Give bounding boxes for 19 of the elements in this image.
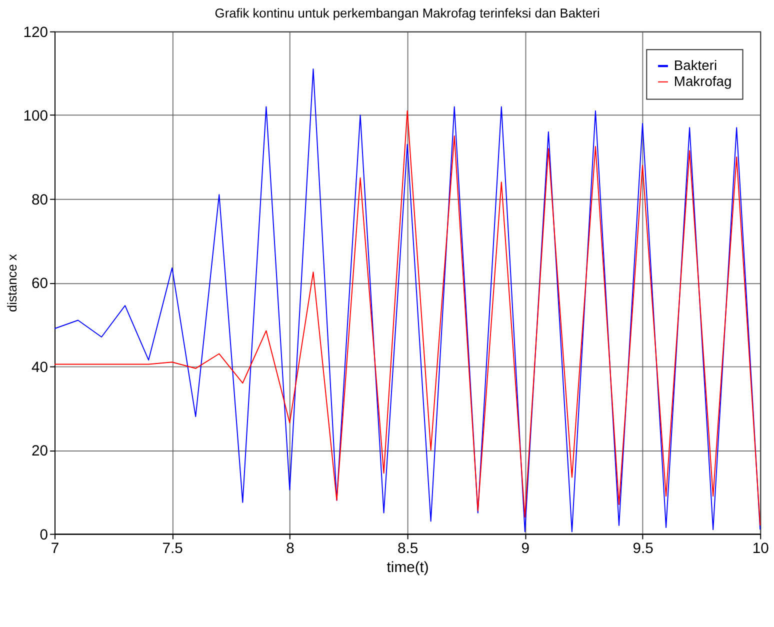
x-tick-label: 8.5 [397, 541, 418, 558]
y-tick-label: 120 [23, 24, 48, 41]
chart-title: Grafik kontinu untuk perkembangan Makrofag terinfeksi dan Bakteri [214, 5, 600, 20]
legend-label: Makrofag [674, 72, 732, 89]
y-tick-label: 0 [40, 527, 48, 544]
x-tick-label: 9 [521, 541, 530, 558]
x-tick-label: 7 [50, 541, 60, 558]
x-tick-label: 10 [752, 541, 769, 558]
x-axis-title: time(t) [386, 560, 429, 576]
y-axis-title: distance x [4, 254, 20, 312]
y-tick-label: 20 [32, 444, 48, 460]
x-tick-label: 8 [286, 541, 294, 558]
y-tick-label: 80 [32, 192, 48, 208]
legend-label: Bakteri [674, 57, 718, 73]
y-tick-label: 100 [23, 108, 48, 125]
x-tick-label: 7.5 [162, 541, 183, 558]
x-tick-label: 9.5 [632, 541, 654, 558]
y-tick-label: 60 [32, 276, 48, 292]
y-tick-label: 40 [32, 360, 48, 376]
